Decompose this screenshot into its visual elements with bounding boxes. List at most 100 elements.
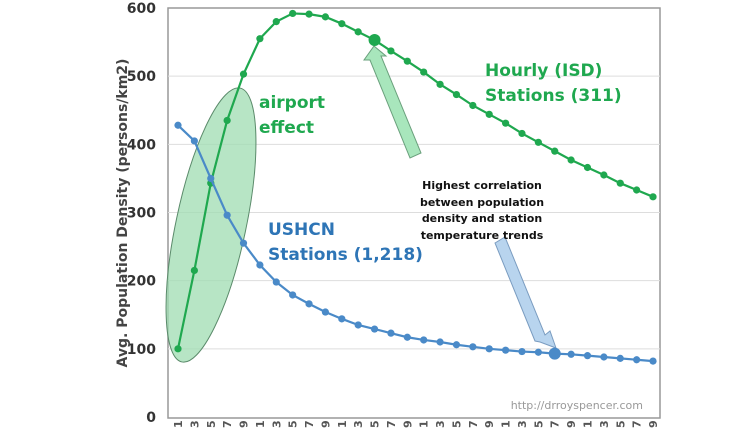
data-point bbox=[207, 174, 215, 183]
x-tick-label: 5 bbox=[205, 420, 218, 428]
x-tick-label: 9 bbox=[401, 420, 414, 428]
data-point bbox=[436, 80, 444, 88]
data-point bbox=[469, 101, 477, 110]
data-point bbox=[649, 193, 657, 201]
data-point bbox=[502, 346, 510, 354]
correlation-note-1: Highest correlation bbox=[422, 179, 542, 192]
data-point bbox=[420, 68, 428, 76]
series-1 bbox=[174, 121, 657, 365]
y-axis-label: Avg. Population Density (persons/km2) bbox=[115, 59, 131, 368]
x-tick-label: 5 bbox=[532, 420, 545, 428]
data-point bbox=[485, 345, 493, 353]
y-tick-label: 400 bbox=[127, 137, 156, 153]
y-tick-label: 200 bbox=[127, 274, 156, 290]
airport-effect-label-2: effect bbox=[259, 118, 314, 138]
x-tick-label: 7 bbox=[221, 420, 234, 428]
data-point bbox=[174, 121, 182, 129]
data-point bbox=[338, 20, 346, 28]
y-tick-label: 0 bbox=[146, 410, 156, 426]
data-point bbox=[190, 266, 198, 275]
data-point bbox=[583, 352, 592, 360]
data-point bbox=[272, 18, 280, 26]
isd-series-label-2: Stations (311) bbox=[485, 86, 622, 106]
data-point bbox=[354, 321, 362, 329]
watermark: http://drroyspencer.com bbox=[511, 399, 643, 412]
x-tick-label: 7 bbox=[467, 420, 480, 428]
x-tick-label: 7 bbox=[385, 420, 398, 428]
data-point bbox=[567, 156, 575, 164]
data-point bbox=[600, 171, 608, 179]
x-tick-label: 1 bbox=[172, 420, 185, 428]
x-tick-label: 7 bbox=[303, 420, 316, 428]
y-tick-label: 100 bbox=[127, 342, 156, 358]
data-point bbox=[223, 211, 231, 219]
x-tick-label: 3 bbox=[270, 420, 283, 428]
airport-effect-label-1: airport bbox=[259, 93, 325, 113]
x-tick-label: 1 bbox=[336, 420, 349, 428]
x-tick-label: 5 bbox=[450, 420, 463, 428]
data-point bbox=[518, 347, 526, 356]
data-point bbox=[289, 291, 297, 299]
x-tick-label: 9 bbox=[319, 420, 332, 428]
arrow-to-ushcn-point bbox=[494, 236, 557, 349]
data-point bbox=[223, 116, 231, 125]
data-point bbox=[370, 325, 379, 333]
data-point bbox=[567, 350, 575, 358]
data-point bbox=[239, 239, 248, 247]
x-tick-label: 1 bbox=[500, 420, 513, 428]
x-tick-label: 3 bbox=[598, 420, 611, 428]
x-tick-label: 9 bbox=[483, 420, 496, 428]
data-point bbox=[289, 9, 297, 18]
series-0 bbox=[174, 9, 657, 353]
x-tick-label: 9 bbox=[565, 420, 578, 428]
x-tick-label: 1 bbox=[418, 420, 431, 428]
data-point bbox=[616, 179, 624, 187]
y-tick-label: 500 bbox=[127, 69, 156, 85]
data-point bbox=[518, 129, 526, 138]
ushcn-series-label-1: USHCN bbox=[268, 220, 335, 240]
data-point bbox=[256, 35, 264, 43]
data-point bbox=[387, 329, 395, 337]
data-point bbox=[272, 278, 280, 286]
data-point bbox=[174, 345, 182, 353]
data-point bbox=[354, 28, 362, 36]
x-tick-label: 7 bbox=[549, 420, 562, 428]
y-tick-label: 600 bbox=[127, 1, 156, 17]
data-point bbox=[452, 90, 461, 99]
x-tick-label: 3 bbox=[352, 420, 365, 428]
data-point bbox=[469, 343, 477, 351]
x-tick-label: 7 bbox=[631, 420, 644, 428]
correlation-note-2: between population bbox=[420, 196, 544, 209]
data-point bbox=[534, 138, 542, 146]
data-point bbox=[548, 347, 561, 360]
y-tick-label: 300 bbox=[127, 206, 156, 222]
x-tick-label: 9 bbox=[238, 420, 251, 428]
data-point bbox=[534, 348, 542, 356]
data-point bbox=[368, 34, 381, 47]
data-point bbox=[436, 338, 444, 346]
ushcn-series-label-2: Stations (1,218) bbox=[268, 245, 423, 265]
correlation-note-4: temperature trends bbox=[421, 229, 544, 242]
x-tick-label: 5 bbox=[287, 420, 300, 428]
data-point bbox=[551, 147, 559, 155]
data-point bbox=[239, 70, 248, 78]
data-point bbox=[583, 163, 592, 172]
x-tick-label: 5 bbox=[614, 420, 627, 428]
data-point bbox=[600, 353, 608, 361]
isd-series-label-1: Hourly (ISD) bbox=[485, 61, 602, 81]
data-point bbox=[256, 261, 264, 269]
data-point bbox=[338, 315, 346, 323]
x-tick-label: 3 bbox=[188, 420, 201, 428]
data-point bbox=[403, 333, 411, 341]
data-point bbox=[649, 357, 657, 365]
data-point bbox=[420, 336, 428, 344]
data-point bbox=[633, 356, 641, 364]
x-tick-label: 3 bbox=[516, 420, 529, 428]
data-point bbox=[485, 110, 493, 118]
x-tick-label: 5 bbox=[369, 420, 382, 428]
x-tick-label: 1 bbox=[582, 420, 595, 428]
correlation-note-3: density and station bbox=[422, 212, 542, 225]
data-point bbox=[403, 57, 411, 65]
data-point bbox=[502, 119, 510, 127]
